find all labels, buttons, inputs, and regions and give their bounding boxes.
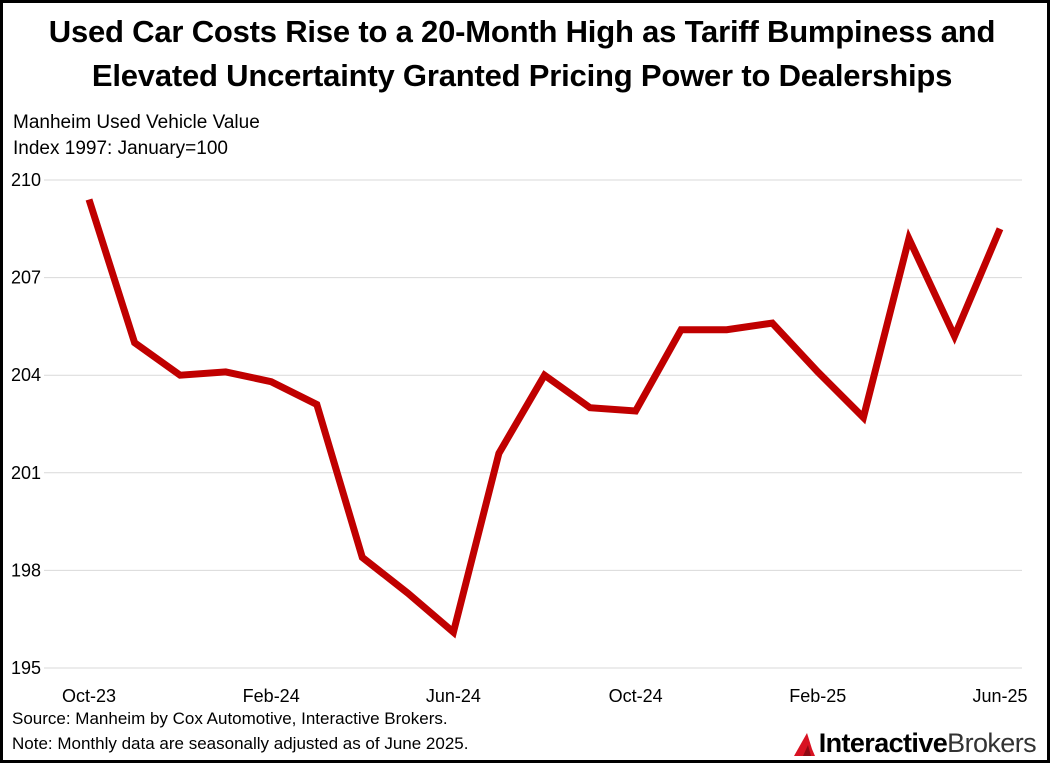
y-tick-label-198: 198: [11, 560, 41, 580]
data-point-Feb-25: [817, 371, 818, 372]
data-point-Jun-25: [1000, 228, 1001, 229]
interactive-brokers-logo: InteractiveBrokers: [793, 727, 1037, 759]
data-point-Sep-24: [590, 407, 591, 408]
brand-name-part-1: Interactive: [818, 727, 948, 758]
data-point-Oct-24: [635, 410, 636, 411]
y-tick-label-201: 201: [11, 463, 41, 483]
y-tick-label-204: 204: [11, 365, 41, 385]
y-tick-label-207: 207: [11, 268, 41, 288]
brand-name-part-2: Brokers: [947, 727, 1036, 758]
brand-name: InteractiveBrokers: [818, 727, 1037, 759]
data-point-May-25: [954, 336, 955, 337]
chart-title-line-2: Elevated Uncertainty Granted Pricing Pow…: [91, 58, 953, 93]
series-line-0: [85, 198, 1004, 639]
data-point-May-24: [407, 593, 408, 594]
x-tick-label-Oct-24: Oct-24: [609, 686, 663, 706]
data-point-Jan-25: [772, 323, 773, 324]
chart-title: Used Car Costs Rise to a 20-Month High a…: [0, 10, 1044, 98]
data-point-Oct-23: [89, 199, 90, 200]
data-point-Jun-24: [453, 632, 454, 633]
data-point-Jan-24: [225, 371, 226, 372]
data-point-Apr-25: [908, 238, 909, 239]
data-point-Jul-24: [498, 453, 499, 454]
x-tick-label-Jun-24: Jun-24: [426, 686, 481, 706]
y-axis-label: Manheim Used Vehicle Value Index 1997: J…: [13, 110, 260, 162]
data-point-Mar-25: [863, 417, 864, 418]
y-tick-label-210: 210: [11, 170, 41, 190]
x-tick-label-Feb-25: Feb-25: [789, 686, 846, 706]
brokers-flame-icon: [793, 733, 815, 756]
x-tick-label-Jun-25: Jun-25: [972, 686, 1027, 706]
data-point-Feb-24: [271, 381, 272, 382]
data-point-Dec-23: [180, 375, 181, 376]
chart-title-line-1: Used Car Costs Rise to a 20-Month High a…: [48, 14, 996, 49]
data-point-Nov-23: [134, 342, 135, 343]
x-tick-label-Oct-23: Oct-23: [62, 686, 116, 706]
y-tick-label-195: 195: [11, 658, 41, 678]
x-tick-label-Feb-24: Feb-24: [243, 686, 300, 706]
data-point-Apr-24: [362, 557, 363, 558]
data-point-Nov-24: [681, 329, 682, 330]
data-note: Note: Monthly data are seasonally adjust…: [12, 734, 469, 753]
data-point-Aug-24: [544, 375, 545, 376]
y-axis-label-line-2: Index 1997: January=100: [13, 138, 228, 159]
y-axis-label-line-1: Manheim Used Vehicle Value: [13, 112, 260, 133]
data-point-Dec-24: [726, 329, 727, 330]
data-point-Mar-24: [316, 404, 317, 405]
source-note: Source: Manheim by Cox Automotive, Inter…: [12, 709, 448, 728]
